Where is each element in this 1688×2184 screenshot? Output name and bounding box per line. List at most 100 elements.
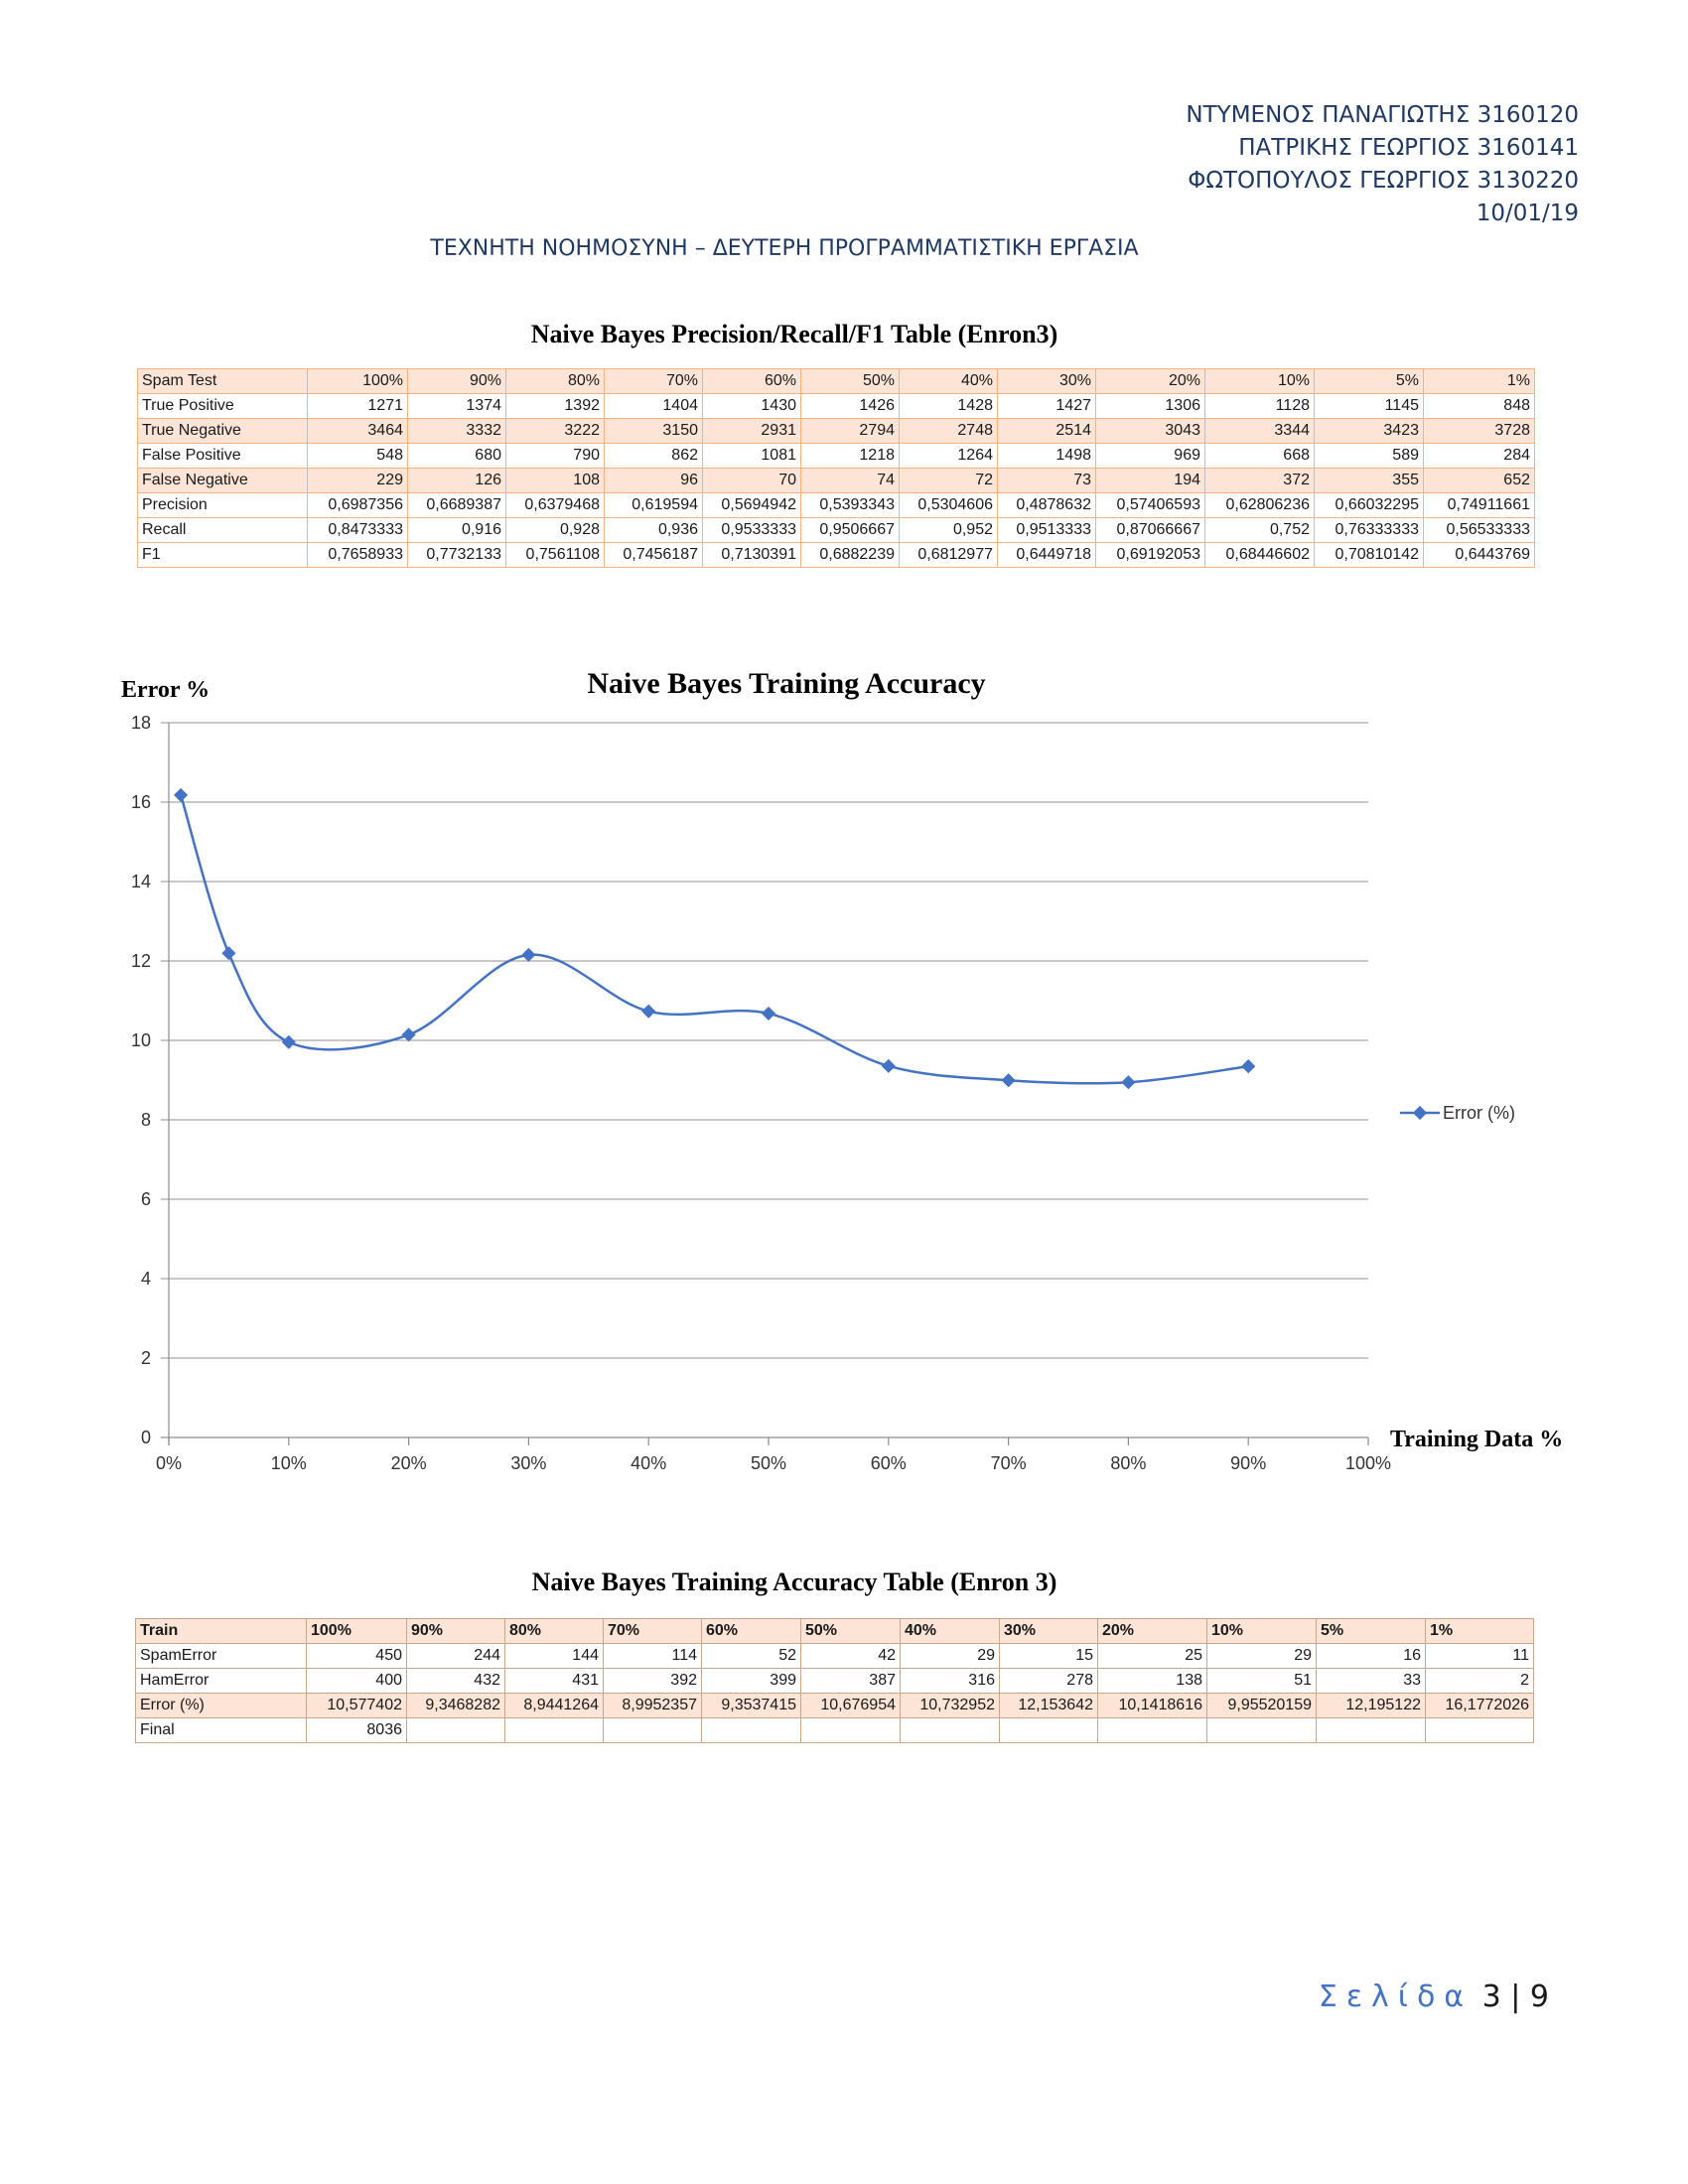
x-tick-label: 100% [1345, 1453, 1391, 1473]
table-cell: 1% [1423, 368, 1535, 394]
table-cell: 450 [306, 1643, 407, 1669]
table-cell: 0,7561108 [505, 542, 605, 568]
table-cell: 862 [604, 443, 703, 469]
table-cell: 25 [1097, 1643, 1207, 1669]
table-row: True Positive 1271 1374 1392 1404 1430 1426 142… [137, 393, 1535, 419]
table-cell: 1427 [997, 393, 1096, 419]
table-cell: 40% [900, 1618, 1000, 1644]
data-point [761, 1006, 776, 1021]
table-cell: 355 [1314, 468, 1424, 493]
table-cell: 3728 [1423, 418, 1535, 444]
x-tick-label: 0% [156, 1453, 182, 1473]
table-cell: 10,732952 [900, 1693, 1000, 1718]
table-cell: 3043 [1095, 418, 1205, 444]
table-cell: 2514 [997, 418, 1096, 444]
table-cell: 0,66032295 [1314, 492, 1424, 518]
table-cell: 5% [1316, 1618, 1426, 1644]
x-tick-label: 30% [510, 1453, 546, 1473]
row-label-cell: Precision [137, 492, 308, 518]
legend-label: Error (%) [1443, 1103, 1515, 1123]
table-cell: 16,1772026 [1425, 1693, 1534, 1718]
table-row: Precision 0,6987356 0,6689387 0,6379468 0,61… [137, 492, 1535, 518]
data-point [1241, 1059, 1256, 1074]
table-cell: 1404 [604, 393, 703, 419]
table-cell: 668 [1204, 443, 1315, 469]
table-cell: 1306 [1095, 393, 1205, 419]
table-cell: 11 [1425, 1643, 1534, 1669]
document-date: 10/01/19 [1476, 201, 1579, 226]
x-axis-label: Training Data % [1390, 1427, 1563, 1452]
table-cell [1316, 1717, 1426, 1743]
table-cell: 42 [800, 1643, 901, 1669]
table-cell: 9,3468282 [406, 1693, 505, 1718]
table-cell: 100% [306, 1618, 407, 1644]
table-cell [1206, 1717, 1317, 1743]
table-cell: 2931 [702, 418, 801, 444]
table-cell: 0,916 [407, 517, 506, 543]
table-cell: 15 [999, 1643, 1098, 1669]
training-accuracy-chart: Naive Bayes Training Accuracy Error % Tr… [121, 667, 1563, 1473]
y-tick-label: 14 [131, 872, 151, 891]
table-cell: 0,6812977 [899, 542, 998, 568]
table-cell: 0,56533333 [1423, 517, 1535, 543]
x-tick-label: 60% [871, 1453, 907, 1473]
table-cell: 0,619594 [604, 492, 703, 518]
table-cell: 90% [406, 1618, 505, 1644]
table-cell: 1145 [1314, 393, 1424, 419]
table-cell: 1128 [1204, 393, 1315, 419]
table-cell: 29 [1206, 1643, 1317, 1669]
y-tick-label: 4 [141, 1269, 151, 1289]
y-tick-label: 0 [141, 1428, 151, 1447]
table-cell: 10,1418616 [1097, 1693, 1207, 1718]
data-point [1121, 1075, 1136, 1090]
x-tick-label: 50% [751, 1453, 786, 1473]
table-cell: 9,3537415 [701, 1693, 801, 1718]
table-cell: 30% [997, 368, 1096, 394]
table-cell: 10,676954 [800, 1693, 901, 1718]
table-cell: 0,62806236 [1204, 492, 1315, 518]
table-cell: 40% [899, 368, 998, 394]
table-cell: 144 [504, 1643, 604, 1669]
data-point [221, 946, 236, 961]
table-row: F1 0,7658933 0,7732133 0,7561108 0,7456187 0,… [137, 542, 1535, 568]
data-point [1001, 1073, 1016, 1088]
table-cell: 431 [504, 1668, 604, 1694]
table-cell: 194 [1095, 468, 1205, 493]
table-cell: 0,7732133 [407, 542, 506, 568]
table-cell: 108 [505, 468, 605, 493]
table-cell: 0,9533333 [702, 517, 801, 543]
table-cell: 0,76333333 [1314, 517, 1424, 543]
table-cell: 0,69192053 [1095, 542, 1205, 568]
row-label-cell: Recall [137, 517, 308, 543]
table-row: True Negative 3464 3332 3222 3150 2931 2794 274… [137, 418, 1535, 444]
table-cell: 12,153642 [999, 1693, 1098, 1718]
table-cell: 0,8473333 [307, 517, 408, 543]
table-cell: 72 [899, 468, 998, 493]
table-cell: 0,5304606 [899, 492, 998, 518]
table-cell: 0,7456187 [604, 542, 703, 568]
chart-title: Naive Bayes Training Accuracy [587, 667, 985, 700]
row-label-cell: SpamError [135, 1643, 307, 1669]
row-label-cell: True Positive [137, 393, 308, 419]
table-cell: 90% [407, 368, 506, 394]
author-line: ΝΤΥΜΕΝΟΣ ΠΑΝΑΓΙΩΤΗΣ 3160120 [1186, 102, 1579, 128]
table-row: Final 8036 [135, 1717, 1534, 1743]
table-cell [1425, 1717, 1534, 1743]
table-cell: 278 [999, 1668, 1098, 1694]
subject-text: ΤΕΧΝΗΤΗ ΝΟΗΜΟΣΥΝΗ – ΔΕΥΤΕΡΗ ΠΡΟΓΡΑΜΜΑΤΙΣ… [430, 236, 1139, 261]
table-cell [900, 1717, 1000, 1743]
table-cell: 51 [1206, 1668, 1317, 1694]
row-label-cell: HamError [135, 1668, 307, 1694]
table-cell: 1392 [505, 393, 605, 419]
table-cell: 70% [603, 1618, 702, 1644]
table-cell: 3222 [505, 418, 605, 444]
y-tick-label: 6 [141, 1189, 151, 1209]
table-cell: 138 [1097, 1668, 1207, 1694]
header-block: ΝΤΥΜΕΝΟΣ ΠΑΝΑΓΙΩΤΗΣ 3160120 ΠΑΤΡΙΚΗΣ ΓΕΩ… [1186, 99, 1579, 230]
table-cell: 0,752 [1204, 517, 1315, 543]
chart-gridlines [161, 722, 1369, 1445]
table-cell: 0,7130391 [702, 542, 801, 568]
x-tick-label: 70% [991, 1453, 1027, 1473]
data-point [881, 1058, 896, 1073]
table-row: Recall 0,8473333 0,916 0,928 0,936 0,9533333 0… [137, 517, 1535, 543]
